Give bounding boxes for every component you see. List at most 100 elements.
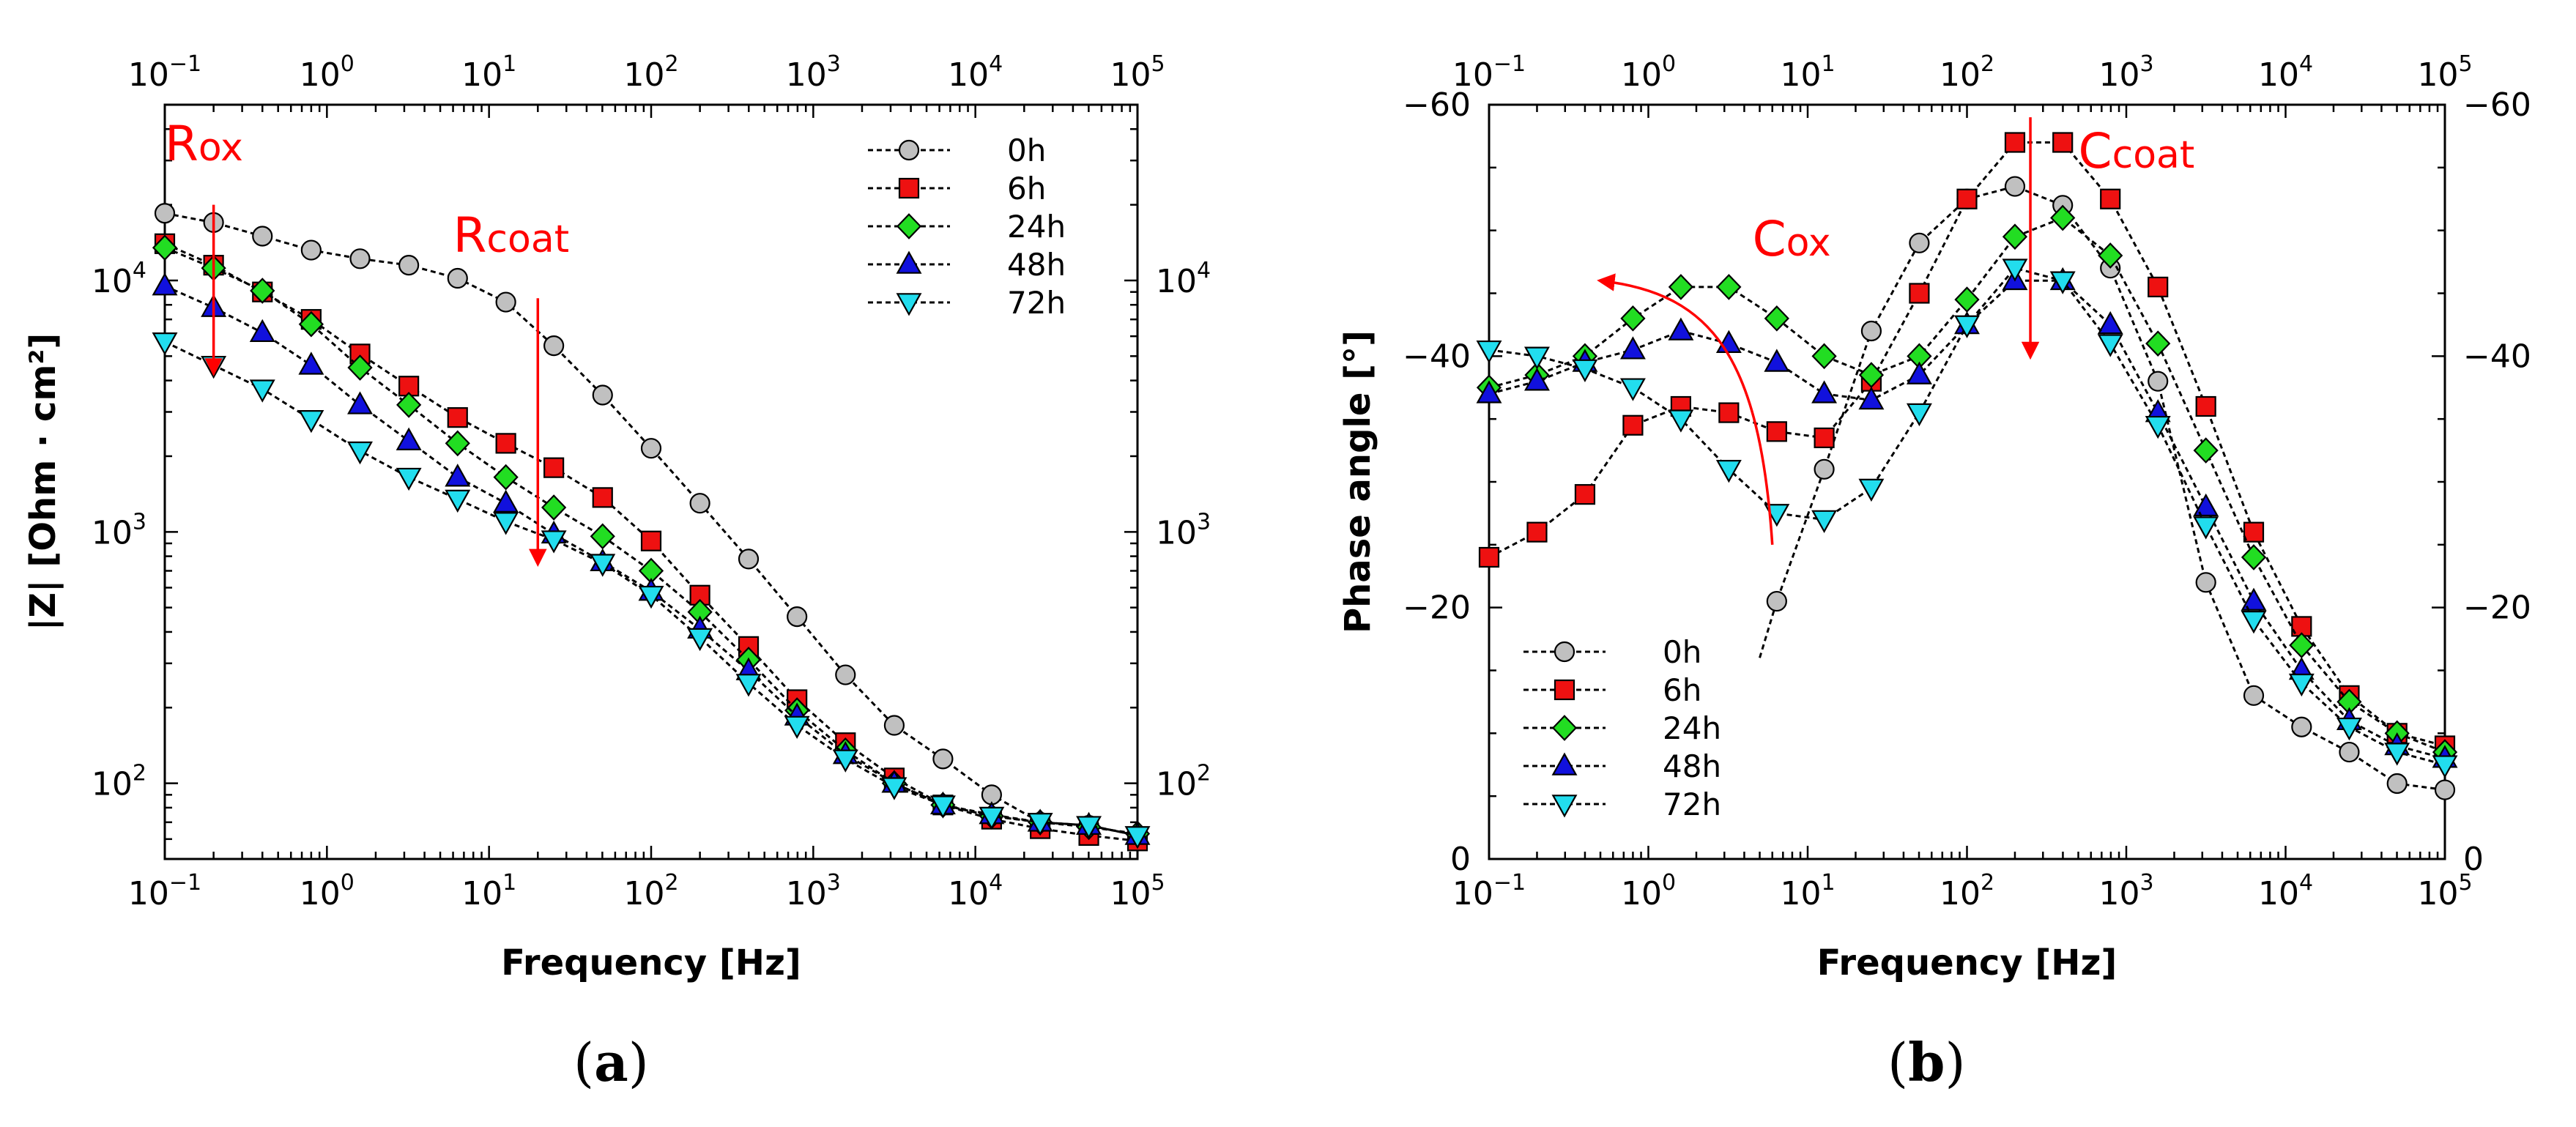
x-tick-label: 102 (623, 870, 678, 912)
y-tick-label-base: 10 (92, 263, 133, 300)
data-point-72h (2336, 717, 2362, 741)
data-point-72h (590, 554, 616, 577)
data-point-24h (152, 234, 178, 261)
series-line-0h (164, 212, 1138, 837)
x-tick-label-exp: 5 (2458, 870, 2472, 896)
annotation-subscript: coat (2112, 133, 2195, 177)
x-tick-label-top-exp: 1 (502, 51, 516, 77)
data-point-48h (493, 489, 519, 513)
data-point-0h (932, 748, 954, 770)
legend-label: 24h (1663, 710, 1721, 746)
data-point-6h (1718, 402, 1740, 423)
data-point-24h (2002, 223, 2028, 250)
data-point-48h (1764, 349, 1790, 372)
series-6h (1478, 132, 2456, 756)
data-point-24h (347, 354, 373, 381)
legend-label: 24h (1007, 209, 1066, 245)
data-point-0h (2148, 371, 2169, 392)
x-tick-label-top-base: 10 (948, 56, 989, 94)
x-tick-label-top: 101 (461, 51, 516, 94)
data-point-0h (349, 248, 371, 269)
x-tick-label-base: 10 (1780, 875, 1821, 912)
x-tick-label-top: 10−1 (128, 51, 201, 94)
x-tick-label-top-exp: −1 (1493, 51, 1526, 77)
x-tick-label-exp: 3 (827, 870, 841, 896)
annotation-subscript: coat (486, 217, 569, 261)
x-tick-label: 100 (1621, 870, 1676, 912)
x-tick-label-exp: 1 (502, 870, 516, 896)
data-point-72h (979, 806, 1005, 830)
x-axis-label: Frequency [Hz] (1817, 942, 2117, 983)
x-tick-label: 104 (2258, 870, 2313, 912)
legend-label: 0h (1663, 634, 1701, 670)
data-point-0h (543, 335, 565, 357)
data-point-24h (2145, 330, 2171, 357)
data-point-24h (2050, 204, 2076, 231)
data-point-72h (1572, 359, 1598, 383)
data-point-72h (445, 489, 471, 513)
x-tick-label-top: 105 (1110, 51, 1165, 94)
x-tick-label-exp: 5 (1151, 870, 1165, 896)
data-point-48h (2193, 493, 2219, 517)
y-tick-label: 0 (1450, 841, 1471, 878)
x-tick-label-top-exp: 4 (989, 51, 1003, 77)
annotation: Rcoat (453, 207, 570, 568)
data-point-6h (1956, 188, 1978, 209)
annotation-label: Cox (1753, 211, 1831, 267)
data-point-72h (1906, 403, 1932, 427)
x-tick-label-top-exp: 2 (1981, 51, 1994, 77)
data-point-6h (640, 530, 662, 551)
data-point-72h (1524, 346, 1550, 370)
legend-label: 6h (1663, 672, 1701, 708)
data-point-48h (445, 464, 471, 487)
x-tick-label: 10−1 (128, 870, 201, 912)
y-tick-label-right-exp: 3 (1197, 509, 1211, 535)
legend-label: 48h (1663, 748, 1721, 784)
x-tick-label-base: 10 (1110, 875, 1151, 912)
legend-label: 72h (1663, 786, 1721, 822)
x-tick-label-top-exp: 2 (664, 51, 678, 77)
data-point-72h (541, 530, 567, 554)
x-tick-label-base: 10 (128, 875, 169, 912)
x-tick-label-exp: 4 (989, 870, 1003, 896)
x-tick-label-exp: 2 (664, 870, 678, 896)
y-tick-label-right: −60 (2463, 86, 2531, 124)
y-tick-label: −40 (1403, 338, 1471, 375)
panel-label-a: (a) (574, 1031, 649, 1093)
y-tick-label: 102 (92, 761, 146, 803)
x-tick-label-top: 100 (1621, 51, 1676, 94)
data-point-6h (1909, 283, 1930, 304)
data-point-0h (154, 203, 176, 224)
data-point-0h (2434, 779, 2456, 800)
y-tick-label: −60 (1403, 86, 1471, 124)
data-point-72h (784, 715, 810, 740)
data-point-72h (1858, 478, 1885, 502)
data-point-72h (2384, 743, 2410, 766)
annotation: Rox (165, 116, 243, 376)
data-point-6h (1622, 414, 1644, 436)
annotation-label: Rcoat (453, 207, 570, 264)
x-tick-label-top-exp: 5 (2458, 51, 2472, 77)
x-tick-label: 101 (461, 870, 516, 912)
x-tick-label-top: 10−1 (1452, 51, 1526, 94)
data-point-72h (2288, 673, 2315, 697)
data-point-24h (1668, 274, 1694, 300)
data-point-24h (2098, 242, 2123, 269)
data-point-24h (298, 310, 324, 338)
x-tick-label-top-base: 10 (128, 56, 169, 94)
data-point-6h (2243, 521, 2265, 543)
y-tick-label: 103 (92, 509, 146, 551)
data-point-72h (152, 332, 178, 356)
data-point-48h (1811, 380, 1838, 403)
data-point-0h (398, 255, 420, 276)
data-point-24h (396, 392, 422, 418)
data-point-48h (1619, 336, 1646, 360)
data-point-24h (590, 523, 615, 550)
x-tick-label-top-base: 10 (2098, 56, 2139, 94)
data-point-72h (1715, 460, 1742, 483)
x-tick-label-top: 104 (2258, 51, 2313, 94)
x-tick-label-base: 10 (948, 875, 989, 912)
data-point-0h (689, 493, 710, 514)
data-point-72h (2193, 516, 2219, 540)
